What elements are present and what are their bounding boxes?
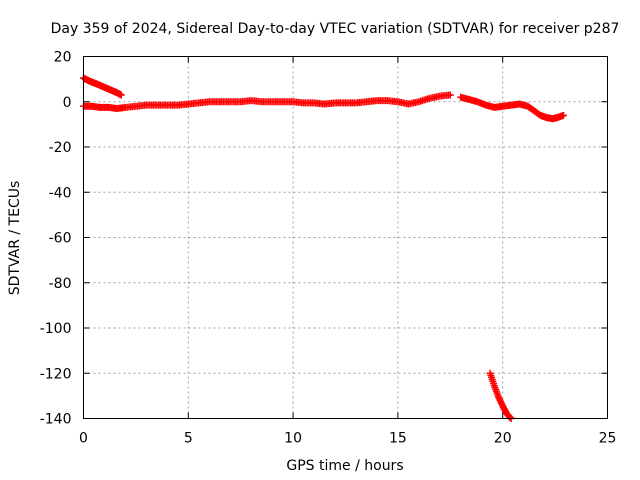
grid bbox=[83, 56, 608, 419]
x-tick-label: 15 bbox=[389, 431, 407, 447]
x-tick-label: 10 bbox=[284, 431, 302, 447]
y-axis-label: SDTVAR / TECUs bbox=[7, 181, 23, 296]
data-point bbox=[559, 111, 567, 119]
data-point bbox=[117, 91, 125, 99]
y-tick-label: -40 bbox=[49, 185, 72, 201]
data-point bbox=[446, 91, 454, 99]
x-tick-label: 25 bbox=[599, 431, 617, 447]
y-tick-label: -100 bbox=[40, 321, 72, 337]
x-tick-label: 5 bbox=[184, 431, 193, 447]
y-tick-label: -60 bbox=[49, 231, 72, 247]
x-tick-label: 20 bbox=[494, 431, 512, 447]
chart-title: Day 359 of 2024, Sidereal Day-to-day VTE… bbox=[51, 21, 620, 37]
y-tick-label: -20 bbox=[49, 140, 72, 156]
y-tick-label: -80 bbox=[49, 276, 72, 292]
y-tick-label: -120 bbox=[40, 366, 72, 382]
data-series-1 bbox=[80, 74, 125, 99]
x-axis-label: GPS time / hours bbox=[286, 458, 403, 474]
x-tick-label: 0 bbox=[79, 431, 88, 447]
axis-ticks: 20 0 -20 -40 -60 -80 -100 -120 -140 0 5 10 15 20 25 bbox=[40, 50, 617, 447]
data-series-3 bbox=[457, 93, 567, 123]
data-series-4 bbox=[486, 369, 515, 422]
y-tick-label: 0 bbox=[63, 95, 72, 111]
data-points bbox=[80, 74, 567, 422]
y-tick-label: -140 bbox=[40, 412, 72, 428]
y-tick-label: 20 bbox=[54, 50, 72, 66]
data-series-2 bbox=[80, 91, 454, 113]
